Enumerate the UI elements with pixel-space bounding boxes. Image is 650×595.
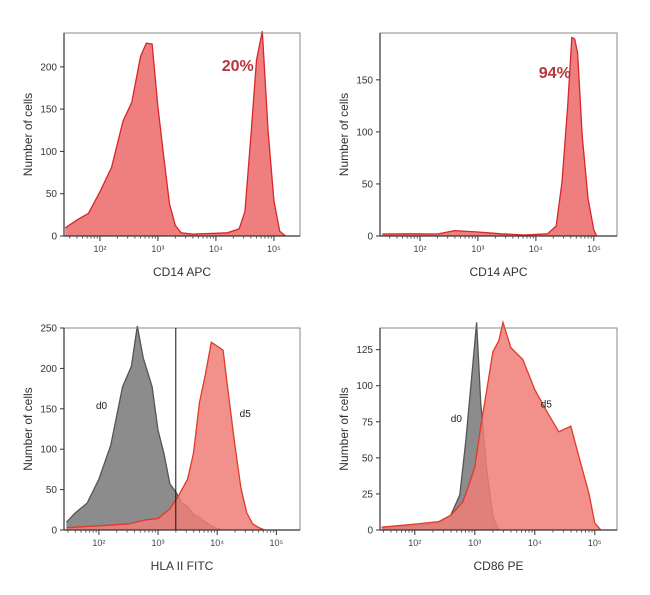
y-tick-label: 200	[40, 364, 57, 375]
percentage-annotation: 20%	[222, 58, 254, 75]
x-tick-label: 10⁴	[529, 244, 543, 254]
y-axis-label: Number of cells	[21, 387, 35, 470]
series-area-d0	[66, 326, 224, 530]
y-axis-label: Number of cells	[337, 93, 351, 176]
y-tick-label: 125	[356, 345, 373, 356]
y-axis-label: Number of cells	[21, 93, 35, 176]
y-tick-label: 0	[367, 526, 373, 537]
y-tick-label: 100	[356, 381, 373, 392]
y-tick-label: 0	[367, 232, 373, 243]
y-tick-label: 150	[356, 75, 373, 86]
series-annotation: d5	[240, 409, 252, 420]
histogram-panel-2: 0 50 100 150 10² 10³ 10⁴ 10⁵ CD14 APC Number of c…	[337, 32, 618, 279]
series-line-d5	[66, 341, 265, 531]
x-tick-label: 10³	[151, 244, 164, 254]
series-annotation: d0	[451, 414, 463, 425]
histogram-panel-4: 0 25 50 75 100 125 10² 10³ 10⁴ 10⁵ CD86 PE Number o…	[337, 319, 618, 573]
x-tick-label: 10³	[468, 538, 481, 548]
x-axis-label: HLA II FITC	[151, 559, 214, 573]
histogram-panel-1: 0 50 100 150 200 10² 10³ 10⁴ 10⁵ CD14 APC Number o…	[21, 31, 301, 279]
x-tick-label: 10²	[413, 244, 426, 254]
x-tick-label: 10⁵	[267, 244, 281, 254]
x-tick-label: 10²	[93, 244, 106, 254]
x-tick-label: 10⁴	[210, 538, 224, 548]
y-tick-label: 50	[46, 485, 58, 496]
y-tick-label: 150	[40, 404, 57, 415]
series-area-d5	[381, 322, 601, 530]
percentage-annotation: 94%	[539, 65, 571, 82]
y-tick-label: 25	[362, 489, 374, 500]
series-line-main	[64, 31, 286, 237]
x-tick-label: 10⁴	[528, 538, 542, 548]
series-annotation: d5	[541, 399, 553, 410]
y-tick-label: 250	[40, 324, 57, 335]
y-tick-label: 100	[356, 127, 373, 138]
y-tick-label: 100	[40, 147, 57, 158]
y-tick-label: 0	[51, 232, 57, 243]
y-tick-label: 100	[40, 445, 57, 456]
series-area-main	[382, 37, 597, 237]
series-area-d5	[66, 342, 265, 530]
series-area-main	[65, 31, 286, 237]
x-axis-label: CD14 APC	[153, 265, 211, 279]
x-tick-label: 10⁵	[269, 538, 283, 548]
series-annotation: d0	[96, 401, 108, 412]
x-axis-label: CD86 PE	[473, 559, 523, 573]
y-axis-label: Number of cells	[337, 387, 351, 470]
x-tick-label: 10³	[152, 538, 165, 548]
y-tick-label: 50	[362, 179, 374, 190]
y-tick-label: 200	[40, 62, 57, 73]
x-tick-label: 10³	[471, 244, 484, 254]
y-tick-label: 50	[46, 189, 58, 200]
y-tick-label: 50	[362, 453, 374, 464]
x-tick-label: 10²	[408, 538, 421, 548]
x-tick-label: 10⁴	[209, 244, 223, 254]
y-tick-label: 75	[362, 417, 374, 428]
series-line-main	[382, 36, 598, 237]
y-tick-label: 0	[51, 526, 57, 537]
x-tick-label: 10⁵	[587, 244, 601, 254]
x-tick-label: 10²	[92, 538, 105, 548]
series-line-d5	[381, 319, 602, 531]
x-axis-label: CD14 APC	[469, 265, 527, 279]
x-tick-label: 10⁵	[588, 538, 602, 548]
histogram-panel-3: 0 50 100 150 200 250 10² 10³ 10⁴ 10⁵ HLA II FITC Nu…	[21, 324, 301, 573]
y-tick-label: 150	[40, 105, 57, 116]
series-area-d0	[381, 322, 499, 530]
